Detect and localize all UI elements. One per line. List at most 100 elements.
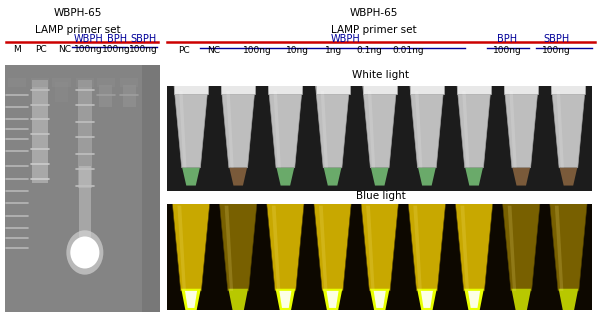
- Polygon shape: [273, 91, 281, 168]
- Polygon shape: [504, 86, 538, 168]
- Polygon shape: [225, 206, 233, 291]
- Bar: [55, 82, 68, 102]
- Text: WBPH: WBPH: [331, 34, 361, 44]
- Text: BPH: BPH: [106, 34, 127, 44]
- Text: PC: PC: [178, 46, 190, 55]
- Bar: [221, 84, 255, 94]
- Polygon shape: [421, 291, 433, 308]
- Polygon shape: [464, 289, 484, 310]
- Bar: [79, 166, 91, 252]
- Polygon shape: [465, 168, 483, 185]
- Bar: [363, 84, 396, 94]
- Text: 100ng: 100ng: [129, 45, 158, 54]
- Polygon shape: [219, 201, 257, 291]
- Polygon shape: [230, 168, 247, 185]
- Polygon shape: [418, 168, 436, 185]
- Bar: [120, 78, 138, 87]
- Text: 100ng: 100ng: [102, 45, 131, 54]
- Polygon shape: [374, 291, 386, 308]
- Bar: [72, 65, 98, 312]
- Polygon shape: [413, 206, 422, 291]
- Polygon shape: [181, 289, 201, 310]
- Text: WBPH-65: WBPH-65: [54, 8, 102, 18]
- Bar: [174, 84, 208, 94]
- Bar: [457, 84, 491, 94]
- Text: 100ng: 100ng: [74, 45, 103, 54]
- Polygon shape: [415, 91, 422, 168]
- Bar: [8, 78, 26, 87]
- Polygon shape: [366, 206, 374, 291]
- Bar: [97, 78, 115, 87]
- Text: Blue light: Blue light: [356, 191, 406, 201]
- Text: NC: NC: [58, 45, 71, 54]
- Text: WBPH-65: WBPH-65: [350, 8, 398, 18]
- Text: 10ng: 10ng: [286, 46, 309, 55]
- Ellipse shape: [66, 230, 103, 275]
- Polygon shape: [410, 86, 444, 168]
- Text: 100ng: 100ng: [243, 46, 271, 55]
- Bar: [48, 65, 75, 312]
- Bar: [123, 85, 136, 107]
- Polygon shape: [551, 86, 585, 168]
- Polygon shape: [509, 91, 517, 168]
- Text: SBPH: SBPH: [130, 34, 157, 44]
- Polygon shape: [512, 168, 530, 185]
- Text: White light: White light: [352, 70, 410, 80]
- Polygon shape: [276, 289, 295, 310]
- Polygon shape: [370, 289, 389, 310]
- Polygon shape: [272, 206, 280, 291]
- Bar: [99, 85, 112, 107]
- Bar: [32, 80, 48, 183]
- Polygon shape: [460, 206, 469, 291]
- Polygon shape: [408, 201, 446, 291]
- Bar: [4, 65, 30, 312]
- Text: 100ng: 100ng: [542, 46, 570, 55]
- Text: NC: NC: [208, 46, 221, 55]
- Polygon shape: [368, 91, 375, 168]
- Polygon shape: [557, 91, 564, 168]
- Polygon shape: [508, 206, 516, 291]
- Polygon shape: [185, 291, 197, 308]
- Polygon shape: [182, 168, 200, 185]
- Polygon shape: [179, 91, 187, 168]
- Bar: [269, 84, 303, 94]
- Bar: [78, 80, 92, 188]
- Polygon shape: [178, 206, 186, 291]
- Polygon shape: [455, 201, 493, 291]
- Polygon shape: [172, 201, 210, 291]
- Polygon shape: [323, 289, 343, 310]
- Polygon shape: [228, 289, 248, 310]
- Polygon shape: [327, 291, 338, 308]
- Polygon shape: [361, 201, 399, 291]
- Polygon shape: [269, 86, 303, 168]
- Text: 1ng: 1ng: [325, 46, 341, 55]
- Bar: [410, 84, 444, 94]
- Polygon shape: [363, 86, 396, 168]
- Polygon shape: [226, 91, 234, 168]
- Polygon shape: [468, 291, 480, 308]
- Polygon shape: [267, 201, 304, 291]
- Polygon shape: [560, 168, 577, 185]
- Polygon shape: [555, 206, 563, 291]
- Polygon shape: [371, 168, 389, 185]
- Polygon shape: [559, 289, 578, 310]
- Polygon shape: [276, 168, 294, 185]
- Bar: [30, 78, 49, 87]
- Ellipse shape: [71, 237, 99, 268]
- Polygon shape: [550, 201, 587, 291]
- Bar: [75, 78, 94, 87]
- Polygon shape: [511, 289, 531, 310]
- Polygon shape: [417, 289, 437, 310]
- Polygon shape: [324, 168, 341, 185]
- Text: LAMP primer set: LAMP primer set: [35, 25, 121, 35]
- Bar: [551, 84, 585, 94]
- Bar: [316, 84, 350, 94]
- Polygon shape: [502, 201, 540, 291]
- Text: WBPH: WBPH: [74, 34, 103, 44]
- Text: 0.1ng: 0.1ng: [356, 46, 383, 55]
- Polygon shape: [457, 86, 491, 168]
- Polygon shape: [316, 86, 350, 168]
- Text: SBPH: SBPH: [543, 34, 569, 44]
- Text: LAMP primer set: LAMP primer set: [331, 25, 417, 35]
- Text: M: M: [13, 45, 20, 54]
